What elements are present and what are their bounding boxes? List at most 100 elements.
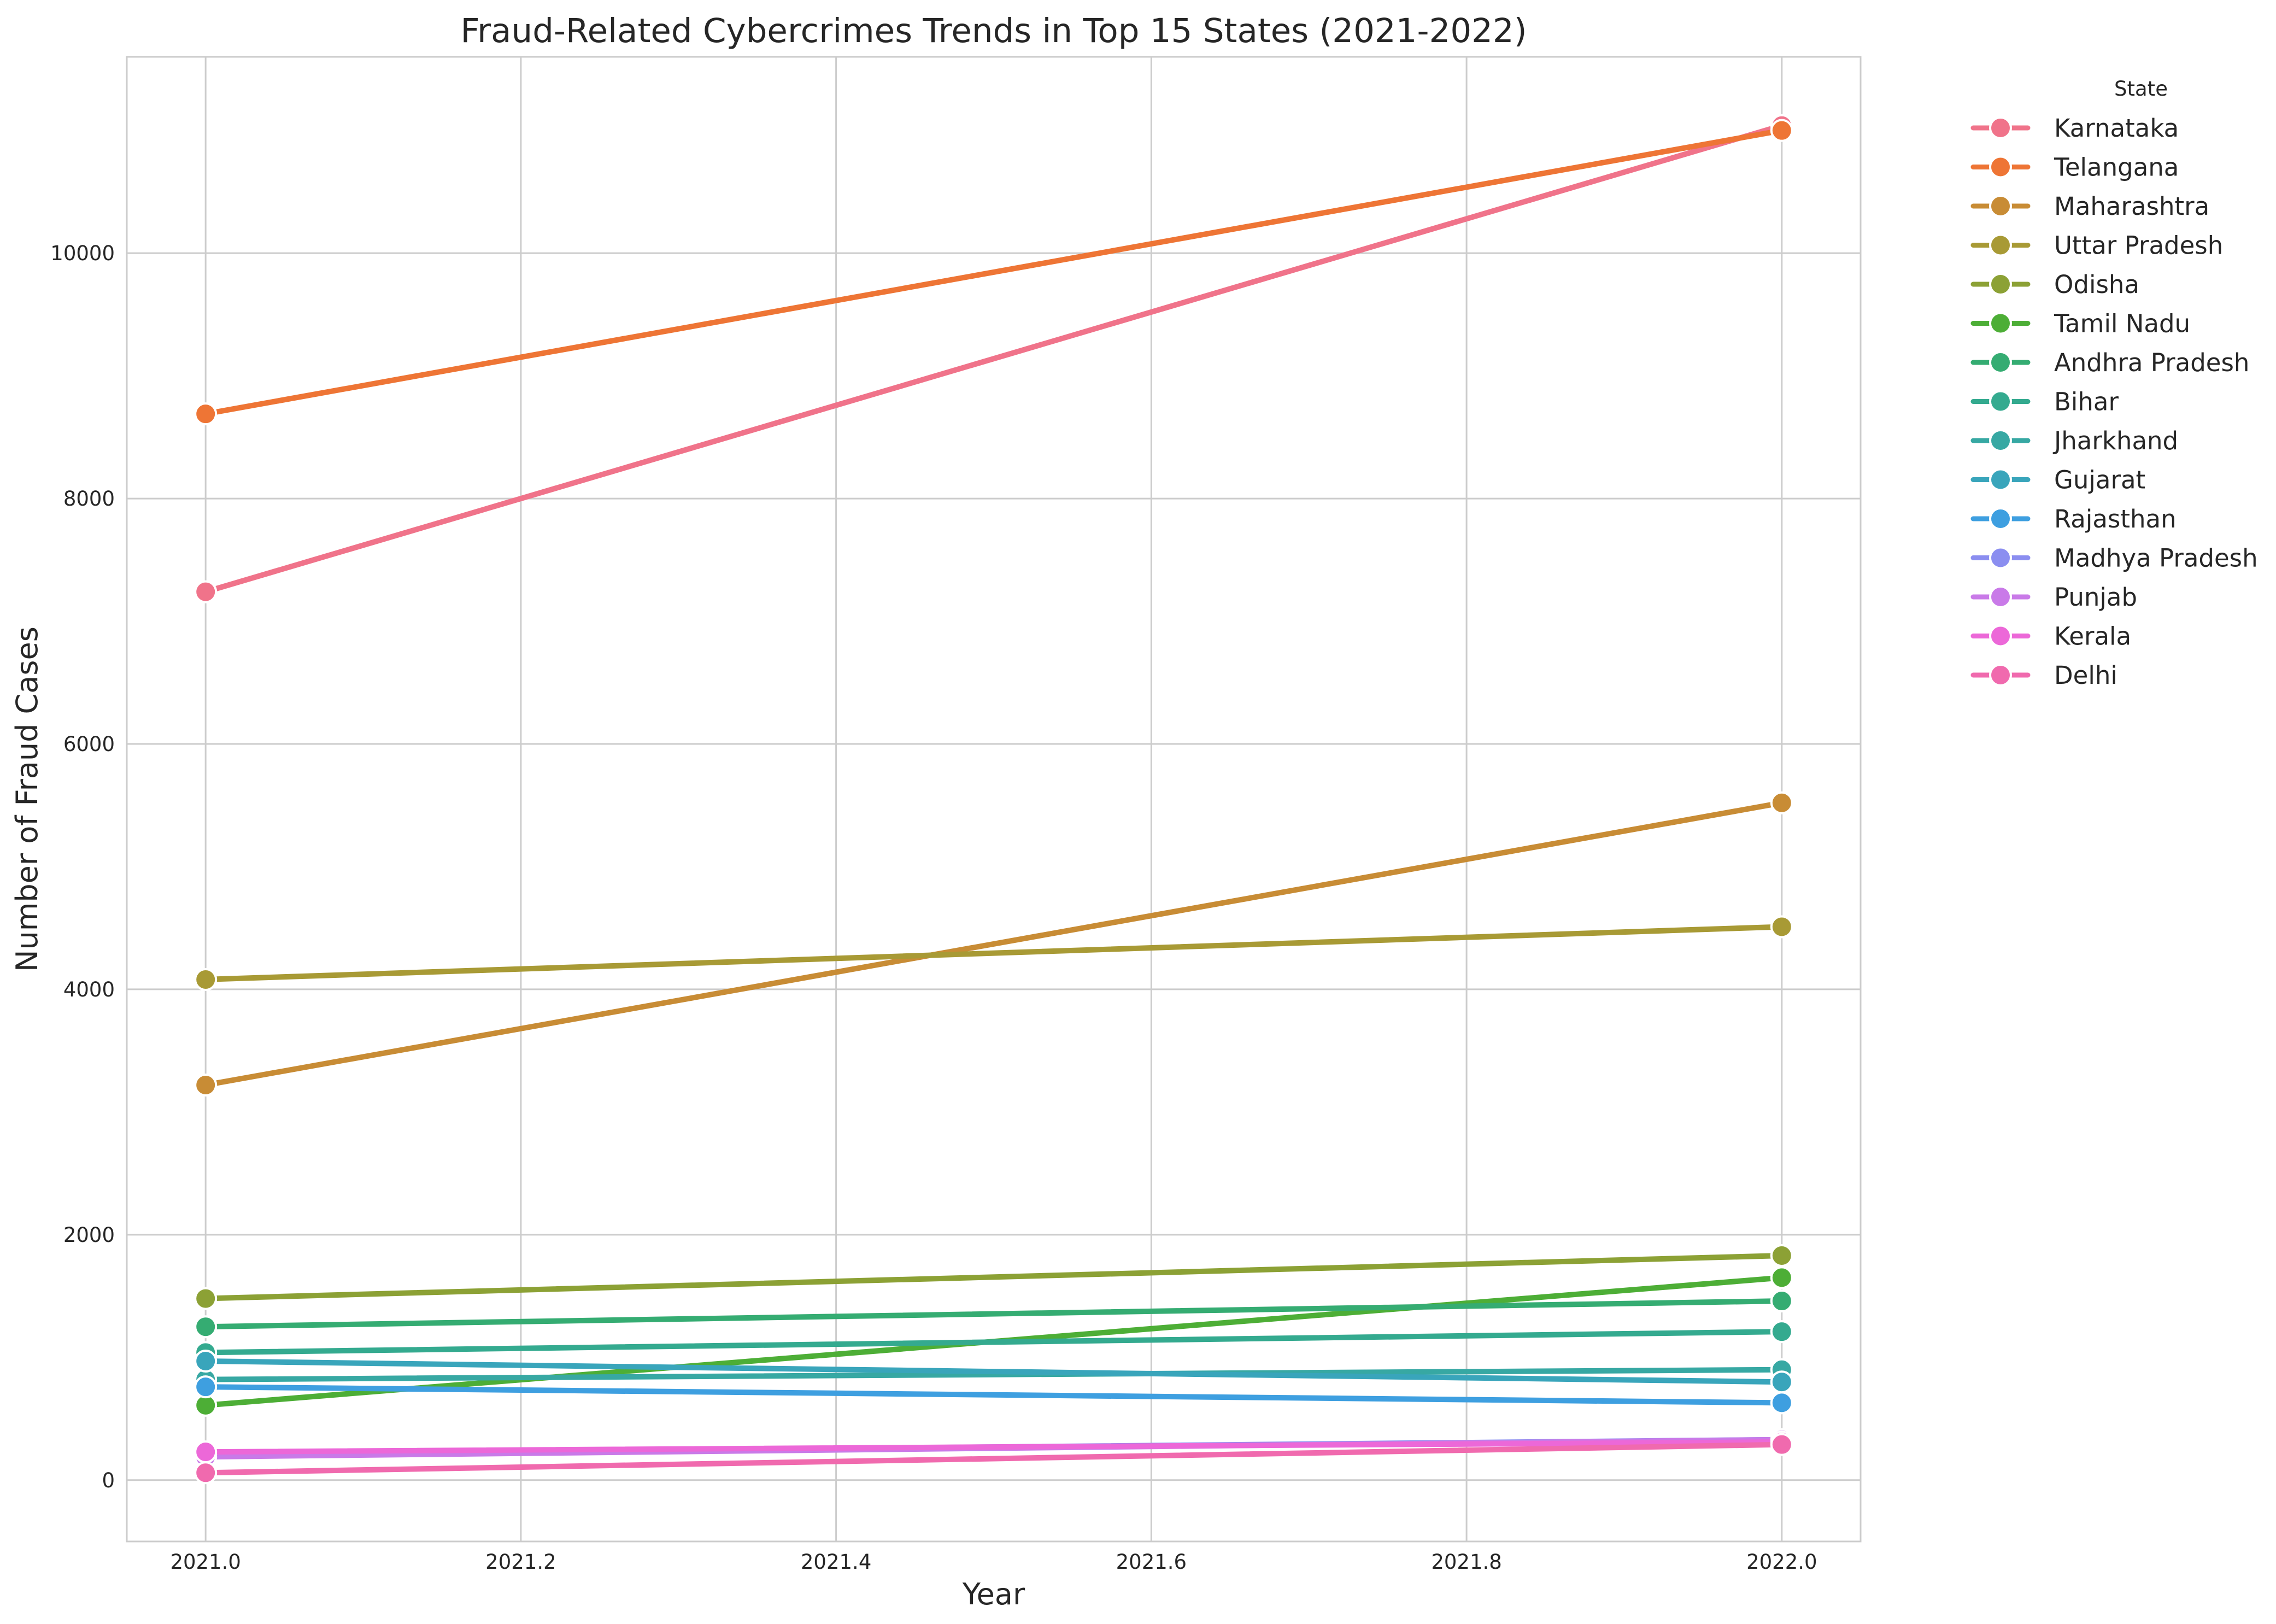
series-lines bbox=[203, 122, 1785, 1476]
x-tick-label: 2021.8 bbox=[1431, 1550, 1501, 1574]
legend-swatch-marker bbox=[1989, 273, 2012, 296]
legend-label: Karnataka bbox=[2054, 114, 2179, 143]
legend-label: Odisha bbox=[2054, 270, 2139, 299]
y-tick-label: 4000 bbox=[63, 978, 115, 1001]
legend-label: Bihar bbox=[2054, 388, 2119, 417]
data-point bbox=[194, 402, 218, 426]
series-line bbox=[203, 1253, 1785, 1301]
legend-label: Punjab bbox=[2054, 583, 2137, 612]
x-tick-label: 2022.0 bbox=[1746, 1550, 1817, 1574]
legend-label: Tamil Nadu bbox=[2054, 309, 2190, 338]
legend: State Karnataka Telangana Maharashtra Uttar… bbox=[1970, 77, 2258, 690]
series-line bbox=[203, 122, 1785, 595]
x-tick-label: 2021.6 bbox=[1116, 1550, 1187, 1574]
series-line bbox=[203, 1329, 1785, 1356]
legend-label: Kerala bbox=[2054, 622, 2131, 651]
data-point bbox=[194, 1287, 218, 1310]
y-tick-label: 2000 bbox=[63, 1223, 115, 1247]
y-tick-label: 8000 bbox=[63, 487, 115, 511]
series-line bbox=[203, 127, 1785, 417]
data-point bbox=[1770, 119, 1793, 142]
data-point bbox=[194, 968, 218, 991]
legend-item: Punjab bbox=[1970, 583, 2137, 612]
legend-swatch-marker bbox=[1989, 507, 2012, 530]
legend-label: Maharashtra bbox=[2054, 192, 2209, 221]
legend-label: Andhra Pradesh bbox=[2054, 348, 2249, 377]
y-tick-label: 10000 bbox=[50, 242, 115, 265]
legend-label: Jharkhand bbox=[2052, 426, 2178, 455]
legend-swatch-marker bbox=[1989, 116, 2012, 139]
legend-swatch-marker bbox=[1989, 390, 2012, 413]
series-line bbox=[203, 1441, 1785, 1476]
legend-item: Maharashtra bbox=[1970, 192, 2209, 221]
data-point bbox=[1770, 1320, 1793, 1344]
x-tick-label: 2021.0 bbox=[170, 1550, 240, 1574]
data-point bbox=[194, 1315, 218, 1339]
legend-item: Madhya Pradesh bbox=[1970, 544, 2258, 573]
legend-label: Rajasthan bbox=[2054, 505, 2177, 533]
data-point bbox=[194, 1440, 218, 1464]
data-point bbox=[1770, 1289, 1793, 1313]
legend-item: Delhi bbox=[1970, 661, 2117, 690]
y-tick-label: 0 bbox=[102, 1469, 115, 1492]
x-tick-label: 2021.2 bbox=[485, 1550, 556, 1574]
data-point bbox=[1770, 1391, 1793, 1415]
legend-item: Odisha bbox=[1970, 270, 2139, 299]
legend-title: State bbox=[2114, 77, 2168, 101]
data-point bbox=[194, 1350, 218, 1373]
x-tick-label: 2021.4 bbox=[801, 1550, 871, 1574]
data-point bbox=[194, 1461, 218, 1485]
data-point bbox=[1770, 1244, 1793, 1268]
series-line bbox=[203, 1358, 1785, 1385]
data-point bbox=[194, 1073, 218, 1097]
data-point bbox=[1770, 791, 1793, 814]
series-line bbox=[203, 1439, 1785, 1455]
x-axis-ticks: 2021.0 2021.2 2021.4 2021.6 2021.8 2022.0 bbox=[170, 1550, 1817, 1574]
series-line bbox=[203, 800, 1785, 1088]
legend-swatch-marker bbox=[1989, 468, 2012, 491]
legend-item: Bihar bbox=[1970, 388, 2119, 417]
data-point bbox=[1770, 1433, 1793, 1456]
legend-swatch-marker bbox=[1989, 624, 2012, 648]
legend-label: Madhya Pradesh bbox=[2054, 544, 2258, 573]
legend-label: Uttar Pradesh bbox=[2054, 231, 2223, 260]
series-line bbox=[203, 1384, 1785, 1406]
series-line bbox=[203, 1367, 1785, 1382]
data-point bbox=[194, 580, 218, 603]
legend-item: Rajasthan bbox=[1970, 505, 2177, 533]
data-point bbox=[1770, 915, 1793, 939]
grid-lines bbox=[127, 57, 1861, 1541]
data-point bbox=[1770, 1370, 1793, 1394]
plot-area-frame bbox=[126, 56, 1862, 1543]
series-line bbox=[203, 1298, 1785, 1330]
legend-swatch-marker bbox=[1989, 155, 2012, 179]
legend-items: Karnataka Telangana Maharashtra Uttar Prade… bbox=[1970, 114, 2258, 690]
legend-label: Delhi bbox=[2054, 661, 2117, 690]
x-axis-label: Year bbox=[962, 1577, 1025, 1611]
legend-swatch-marker bbox=[1989, 664, 2012, 687]
legend-item: Karnataka bbox=[1970, 114, 2179, 143]
chart-title: Fraud-Related Cybercrimes Trends in Top … bbox=[460, 11, 1527, 50]
legend-item: Telangana bbox=[1970, 153, 2179, 182]
y-axis-ticks: 0 2000 4000 6000 8000 10000 bbox=[50, 242, 115, 1492]
legend-item: Kerala bbox=[1970, 622, 2131, 651]
legend-swatch-marker bbox=[1989, 585, 2012, 608]
legend-swatch-marker bbox=[1989, 233, 2012, 257]
legend-item: Uttar Pradesh bbox=[1970, 231, 2223, 260]
y-axis-label: Number of Fraud Cases bbox=[10, 626, 44, 972]
legend-item: Tamil Nadu bbox=[1970, 309, 2190, 338]
legend-swatch-marker bbox=[1989, 546, 2012, 570]
legend-item: Gujarat bbox=[1970, 466, 2145, 495]
legend-swatch-marker bbox=[1989, 195, 2012, 218]
series-line bbox=[203, 924, 1785, 982]
legend-swatch-marker bbox=[1989, 429, 2012, 452]
data-point bbox=[194, 1375, 218, 1399]
y-tick-label: 6000 bbox=[63, 732, 115, 756]
legend-item: Jharkhand bbox=[1970, 426, 2178, 455]
legend-item: Andhra Pradesh bbox=[1970, 348, 2249, 377]
series-markers bbox=[194, 114, 1793, 1485]
data-point bbox=[1770, 1266, 1793, 1289]
legend-label: Gujarat bbox=[2054, 466, 2145, 495]
